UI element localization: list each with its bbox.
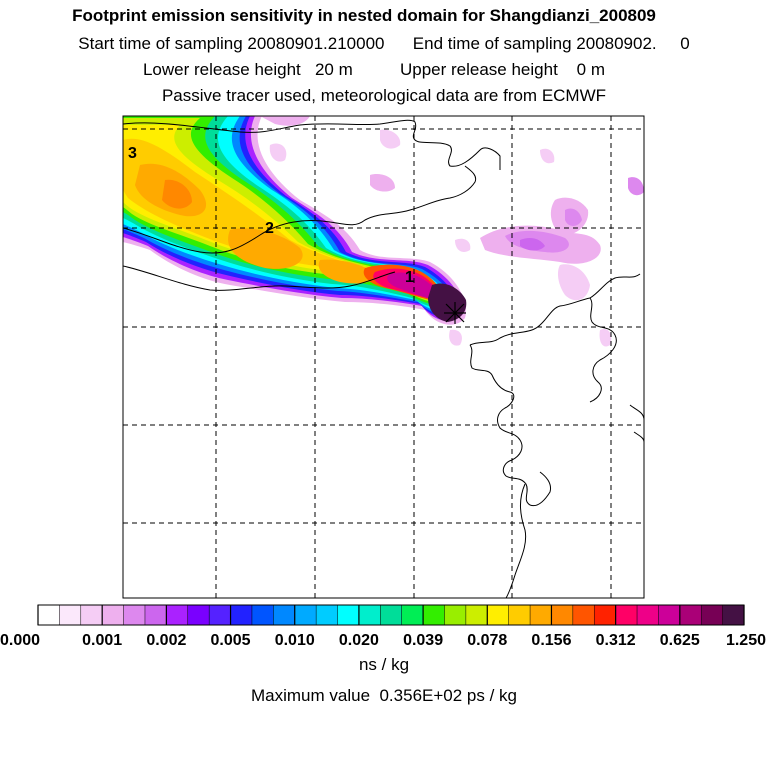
- colorbar-swatch: [593, 604, 617, 626]
- plume-point-label: 2: [265, 220, 274, 237]
- chart-title: Footprint emission sensitivity in nested…: [72, 6, 656, 25]
- colorbar-swatch: [208, 604, 232, 626]
- colorbar-swatch: [401, 604, 424, 626]
- colorbar-swatch: [187, 604, 210, 626]
- colorbar-swatch: [636, 604, 659, 626]
- colorbar-swatch: [144, 604, 167, 626]
- colorbar-swatch: [37, 604, 60, 626]
- colorbar-swatch: [679, 604, 702, 626]
- colorbar-swatch: [551, 604, 574, 626]
- colorbar-swatch: [722, 604, 745, 626]
- map-area: 1 2 3: [123, 116, 644, 598]
- colorbar-tick-label: 0.078: [467, 632, 507, 649]
- colorbar-swatch: [444, 604, 467, 626]
- colorbar-tick-label: 0.010: [275, 632, 315, 649]
- colorbar-tick-label: 0.312: [596, 632, 636, 649]
- colorbar-ticks: 0.000 0.001 0.002 0.005 0.010 0.020 0.039 0.078…: [0, 605, 766, 649]
- colorbar-swatch: [273, 604, 296, 626]
- colorbar-swatch: [487, 604, 510, 626]
- colorbar-swatch: [251, 604, 274, 626]
- release-height-line: Lower release height 20 m Upper release …: [142, 60, 606, 79]
- colorbar-swatch: [380, 604, 403, 626]
- colorbar-tick-label: 0.020: [339, 632, 379, 649]
- colorbar-swatch: [465, 604, 488, 626]
- colorbar-swatch: [658, 604, 681, 626]
- colorbar-tick-label: 0.002: [146, 632, 186, 649]
- colorbar-swatch: [101, 604, 125, 626]
- colorbar-swatch: [358, 604, 381, 626]
- colorbar-swatch: [700, 604, 724, 626]
- colorbar: [37, 604, 745, 626]
- low-sensitivity-patches: [260, 116, 644, 347]
- colorbar-swatch: [615, 604, 638, 626]
- colorbar-swatch: [529, 604, 552, 626]
- colorbar-tick-label: 0.625: [660, 632, 700, 649]
- colorbar-tick-label: 1.250: [726, 632, 766, 649]
- colorbar-swatch: [230, 604, 253, 626]
- colorbar-swatch: [294, 604, 317, 626]
- maximum-value: Maximum value 0.356E+02 ps / kg: [251, 686, 517, 705]
- colorbar-tick-label: 0.005: [211, 632, 251, 649]
- receptor-station-marker: [444, 302, 466, 324]
- colorbar-swatch: [80, 604, 103, 626]
- colorbar-swatch: [59, 604, 82, 626]
- colorbar-unit: ns / kg: [358, 655, 410, 674]
- colorbar-tick-label: 0.039: [403, 632, 443, 649]
- colorbar-swatch: [422, 604, 446, 626]
- colorbar-swatch: [508, 604, 531, 626]
- colorbar-tick-label: 0.156: [531, 632, 571, 649]
- tracer-info-line: Passive tracer used, meteorological data…: [161, 86, 607, 105]
- colorbar-swatch: [315, 604, 339, 626]
- sampling-time-line: Start time of sampling 20080901.210000 E…: [78, 34, 690, 53]
- colorbar-tick-label: 0.001: [82, 632, 122, 649]
- colorbar-swatch: [123, 604, 146, 626]
- colorbar-tick-label: 0.000: [0, 632, 40, 649]
- colorbar-swatch: [166, 604, 189, 626]
- colorbar-swatch: [337, 604, 360, 626]
- colorbar-swatch: [572, 604, 595, 626]
- plume-point-label: 3: [128, 145, 137, 162]
- plume-point-label: 1: [405, 269, 414, 286]
- grid-lines: [123, 116, 644, 598]
- map-frame: [122, 115, 645, 599]
- emission-plume: [123, 116, 467, 325]
